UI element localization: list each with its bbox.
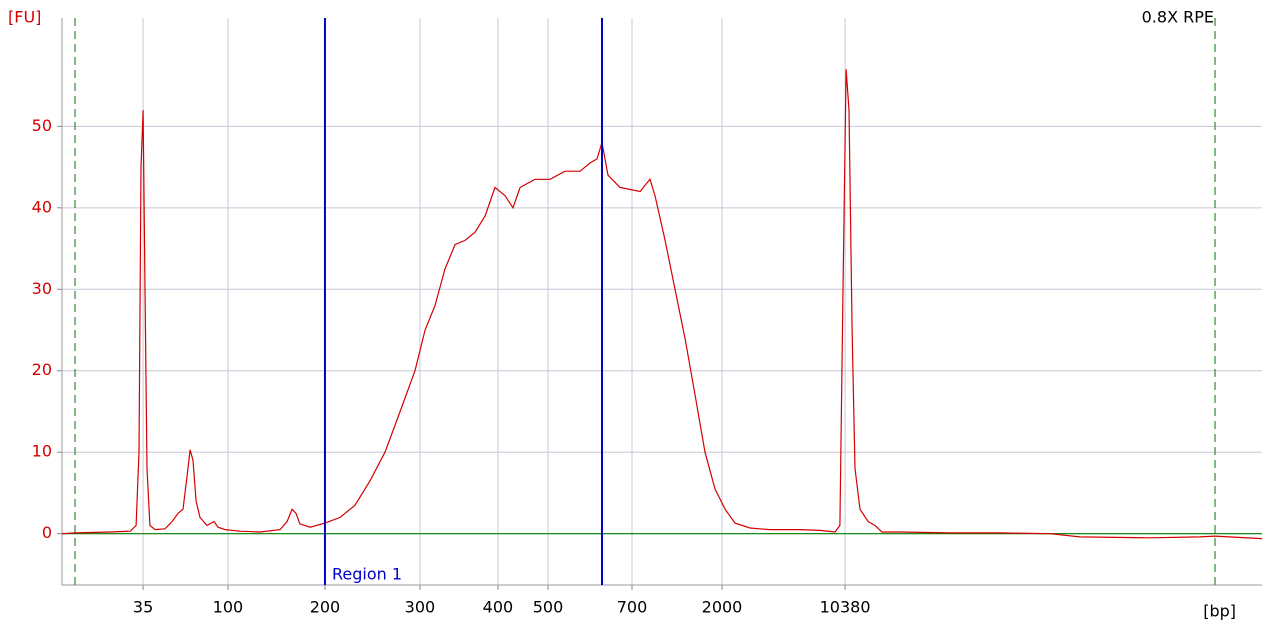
- trace: [61, 69, 1262, 540]
- x-tick-label: 35: [133, 598, 153, 617]
- x-tick-label: 300: [405, 598, 436, 617]
- y-tick-label: 40: [32, 197, 52, 216]
- x-tick-label: 10380: [820, 598, 871, 617]
- y-tick-label: 30: [32, 279, 52, 298]
- chart-title: 0.8X RPE: [1142, 8, 1214, 27]
- x-tick-label: 100: [213, 598, 244, 617]
- x-axis-label: [bp]: [1203, 602, 1236, 621]
- y-tick-label: 10: [32, 442, 52, 461]
- y-tick-label: 0: [42, 523, 52, 542]
- y-axis-label: [FU]: [8, 8, 41, 27]
- x-tick-label: 400: [483, 598, 514, 617]
- region-label: Region 1: [332, 565, 402, 584]
- x-tick-label: 500: [533, 598, 564, 617]
- y-tick-label: 20: [32, 360, 52, 379]
- x-tick-label: 700: [617, 598, 648, 617]
- x-tick-label: 200: [310, 598, 341, 617]
- x-tick-label: 2000: [702, 598, 743, 617]
- y-tick-label: 50: [32, 116, 52, 135]
